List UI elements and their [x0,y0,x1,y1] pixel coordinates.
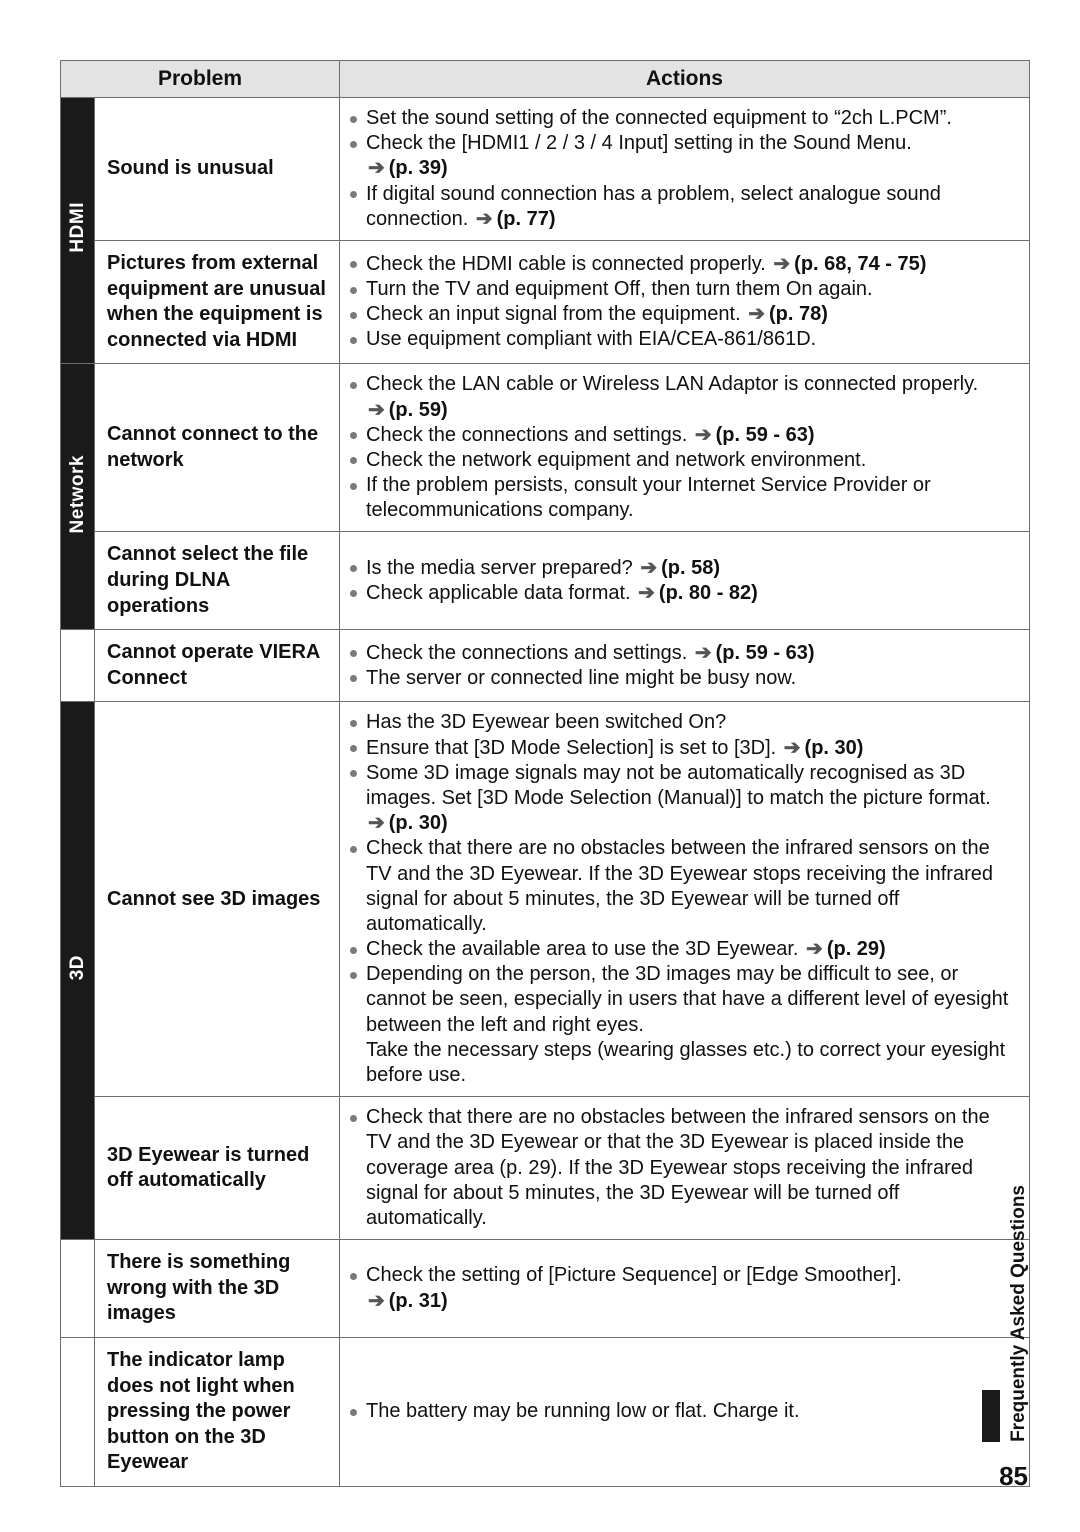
problem-cell: 3D Eyewear is turned off automatically [95,1097,340,1240]
table-row: 3D Cannot see 3D images Has the 3D Eyewe… [61,702,1030,1097]
category-blank [61,1240,95,1338]
arrow-icon [806,937,823,962]
action-item: Check the setting of [Picture Sequence] … [350,1263,1019,1313]
action-item: Check that there are no obstacles betwee… [350,1105,1019,1231]
action-item: Check the connections and settings. (p. … [350,641,1019,666]
arrow-icon [748,302,765,327]
arrow-icon [368,398,385,423]
problem-cell: Sound is unusual [95,98,340,241]
arrow-icon [368,156,385,181]
category-label: 3D [67,955,89,980]
table-row: Cannot operate VIERA Connect Check the c… [61,630,1030,702]
table-header-row: Problem Actions [61,61,1030,98]
category-blank [61,630,95,702]
actions-cell: Is the media server prepared? (p. 58) Ch… [340,532,1030,630]
action-item: Set the sound setting of the connected e… [350,106,1019,131]
arrow-icon [773,252,790,277]
problem-cell: Cannot operate VIERA Connect [95,630,340,702]
arrow-icon [640,556,657,581]
arrow-icon [695,641,712,666]
action-item: Check the network equipment and network … [350,448,1019,473]
actions-cell: Check the LAN cable or Wireless LAN Adap… [340,364,1030,532]
side-tab-bar [982,1390,1000,1442]
arrow-icon [638,581,655,606]
action-item: The battery may be running low or flat. … [350,1399,1019,1424]
actions-cell: The battery may be running low or flat. … [340,1337,1030,1486]
action-item: Is the media server prepared? (p. 58) [350,556,1019,581]
action-item: Some 3D image signals may not be automat… [350,761,1019,837]
problem-cell: There is something wrong with the 3D ima… [95,1240,340,1338]
actions-cell: Check that there are no obstacles betwee… [340,1097,1030,1240]
actions-cell: Check the HDMI cable is connected proper… [340,240,1030,363]
page-number: 85 [999,1461,1028,1492]
action-item: Check the LAN cable or Wireless LAN Adap… [350,372,1019,422]
action-item: Check the available area to use the 3D E… [350,937,1019,962]
action-item: Use equipment compliant with EIA/CEA-861… [350,327,1019,352]
action-item: Has the 3D Eyewear been switched On? [350,710,1019,735]
category-blank [61,1337,95,1486]
arrow-icon [476,207,493,232]
table-row: HDMI Sound is unusual Set the sound sett… [61,98,1030,241]
actions-cell: Set the sound setting of the connected e… [340,98,1030,241]
action-item: Check the HDMI cable is connected proper… [350,252,1019,277]
action-item: If the problem persists, consult your In… [350,473,1019,523]
category-3d: 3D [61,702,95,1240]
table-row: Network Cannot connect to the network Ch… [61,364,1030,532]
category-label: HDMI [67,202,89,253]
action-item: Depending on the person, the 3D images m… [350,962,1019,1088]
category-network: Network [61,364,95,630]
problem-cell: Pictures from external equipment are unu… [95,240,340,363]
category-label: Network [67,455,89,533]
arrow-icon [368,1289,385,1314]
actions-cell: Has the 3D Eyewear been switched On? Ens… [340,702,1030,1097]
faq-table: Problem Actions HDMI Sound is unusual Se… [60,60,1030,1487]
side-tab-label: Frequently Asked Questions [1008,1185,1030,1442]
action-item: Check the [HDMI1 / 2 / 3 / 4 Input] sett… [350,131,1019,181]
problem-cell: Cannot see 3D images [95,702,340,1097]
table-row: Pictures from external equipment are unu… [61,240,1030,363]
action-item: The server or connected line might be bu… [350,666,1019,691]
actions-cell: Check the connections and settings. (p. … [340,630,1030,702]
action-item: If digital sound connection has a proble… [350,182,1019,232]
problem-cell: The indicator lamp does not light when p… [95,1337,340,1486]
action-item: Check that there are no obstacles betwee… [350,836,1019,937]
action-item: Check an input signal from the equipment… [350,302,1019,327]
header-actions: Actions [340,61,1030,98]
arrow-icon [368,811,385,836]
table-row: Cannot select the file during DLNA opera… [61,532,1030,630]
action-item: Check the connections and settings. (p. … [350,423,1019,448]
action-item: Check applicable data format. (p. 80 - 8… [350,581,1019,606]
problem-cell: Cannot select the file during DLNA opera… [95,532,340,630]
action-item: Ensure that [3D Mode Selection] is set t… [350,736,1019,761]
problem-cell: Cannot connect to the network [95,364,340,532]
page: Problem Actions HDMI Sound is unusual Se… [0,0,1080,1532]
actions-cell: Check the setting of [Picture Sequence] … [340,1240,1030,1338]
arrow-icon [784,736,801,761]
header-problem: Problem [61,61,340,98]
table-row: There is something wrong with the 3D ima… [61,1240,1030,1338]
category-hdmi: HDMI [61,98,95,364]
action-item: Turn the TV and equipment Off, then turn… [350,277,1019,302]
table-row: The indicator lamp does not light when p… [61,1337,1030,1486]
arrow-icon [695,423,712,448]
table-row: 3D Eyewear is turned off automatically C… [61,1097,1030,1240]
side-tab: Frequently Asked Questions [982,1185,1030,1442]
